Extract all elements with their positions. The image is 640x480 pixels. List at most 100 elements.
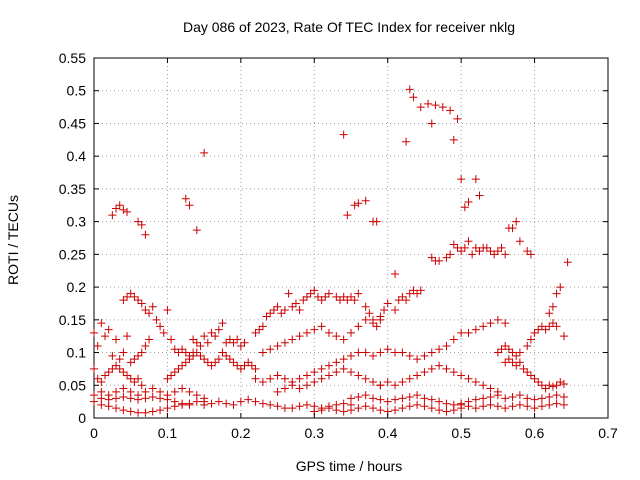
data-point bbox=[236, 364, 245, 373]
data-point bbox=[284, 289, 293, 298]
data-point bbox=[391, 306, 400, 314]
data-point bbox=[174, 348, 183, 357]
data-point bbox=[93, 342, 102, 350]
data-point bbox=[556, 283, 565, 292]
data-point bbox=[126, 374, 135, 383]
data-point bbox=[244, 395, 253, 404]
data-point bbox=[449, 406, 458, 415]
data-point bbox=[559, 332, 568, 341]
data-point bbox=[126, 394, 135, 403]
data-point bbox=[460, 203, 469, 212]
data-point bbox=[203, 338, 212, 347]
data-point bbox=[236, 397, 245, 406]
data-point bbox=[493, 247, 502, 256]
data-point bbox=[185, 355, 194, 364]
data-point bbox=[416, 103, 425, 112]
data-point bbox=[515, 358, 524, 367]
data-point bbox=[134, 296, 143, 305]
data-point bbox=[383, 299, 392, 308]
data-point bbox=[464, 237, 473, 246]
data-point bbox=[402, 296, 411, 305]
data-point bbox=[339, 335, 348, 344]
data-point bbox=[324, 404, 333, 413]
data-point bbox=[361, 348, 370, 357]
data-point bbox=[170, 387, 179, 396]
data-point bbox=[559, 393, 568, 402]
data-point bbox=[90, 328, 98, 337]
data-point bbox=[471, 175, 480, 184]
data-point bbox=[339, 364, 348, 373]
data-point bbox=[93, 374, 102, 383]
data-point bbox=[376, 381, 385, 390]
data-point bbox=[97, 378, 106, 386]
data-point bbox=[178, 361, 187, 370]
data-point bbox=[196, 342, 205, 350]
data-point bbox=[545, 393, 554, 402]
data-point bbox=[486, 319, 495, 328]
data-point bbox=[552, 391, 561, 400]
data-point bbox=[229, 338, 238, 347]
data-point bbox=[515, 348, 524, 357]
data-point bbox=[277, 309, 286, 318]
data-point bbox=[137, 299, 146, 308]
data-point bbox=[214, 355, 223, 364]
data-point bbox=[181, 348, 190, 357]
data-point bbox=[181, 358, 190, 367]
data-point bbox=[240, 361, 249, 370]
data-point bbox=[541, 384, 550, 393]
data-point bbox=[313, 292, 322, 301]
data-point bbox=[354, 404, 363, 413]
data-point bbox=[457, 328, 466, 337]
y-tick-label: 0.05 bbox=[59, 377, 86, 393]
data-point bbox=[504, 355, 513, 364]
data-points bbox=[90, 85, 572, 417]
data-point bbox=[501, 250, 510, 259]
data-point bbox=[416, 286, 425, 295]
chart-title: Day 086 of 2023, Rate Of TEC Index for r… bbox=[183, 19, 515, 35]
data-point bbox=[471, 395, 480, 404]
data-point bbox=[317, 406, 326, 415]
data-point bbox=[519, 364, 528, 373]
data-point bbox=[134, 351, 143, 360]
data-point bbox=[280, 374, 289, 383]
data-point bbox=[347, 328, 355, 337]
data-point bbox=[233, 361, 242, 370]
data-point bbox=[192, 226, 201, 235]
data-point bbox=[515, 400, 524, 409]
data-point bbox=[339, 130, 348, 139]
data-point bbox=[548, 302, 557, 311]
data-point bbox=[501, 342, 510, 350]
data-point bbox=[398, 378, 407, 386]
data-point bbox=[354, 393, 363, 402]
data-point bbox=[471, 325, 480, 334]
data-point bbox=[170, 345, 179, 354]
data-point bbox=[515, 237, 524, 246]
data-point bbox=[244, 358, 253, 367]
data-point bbox=[211, 332, 220, 341]
data-point bbox=[288, 335, 297, 344]
data-point bbox=[391, 395, 400, 404]
data-point bbox=[302, 328, 311, 337]
data-point bbox=[156, 406, 165, 415]
y-tick-label: 0.25 bbox=[59, 246, 86, 262]
data-point bbox=[108, 364, 117, 373]
data-point bbox=[501, 319, 510, 328]
x-tick-label: 0.3 bbox=[305, 425, 325, 441]
data-point bbox=[148, 302, 157, 311]
y-tick-label: 0.15 bbox=[59, 312, 86, 328]
data-point bbox=[347, 394, 355, 403]
data-point bbox=[413, 400, 422, 409]
data-point bbox=[427, 348, 436, 357]
data-point bbox=[424, 99, 433, 108]
data-point bbox=[559, 400, 568, 409]
data-point bbox=[134, 217, 143, 226]
data-point bbox=[130, 355, 139, 364]
data-point bbox=[302, 400, 311, 409]
data-point bbox=[148, 407, 157, 416]
data-point bbox=[493, 391, 502, 400]
data-point bbox=[354, 348, 363, 357]
data-point bbox=[192, 348, 201, 357]
data-point bbox=[376, 312, 385, 321]
data-point bbox=[380, 306, 389, 314]
